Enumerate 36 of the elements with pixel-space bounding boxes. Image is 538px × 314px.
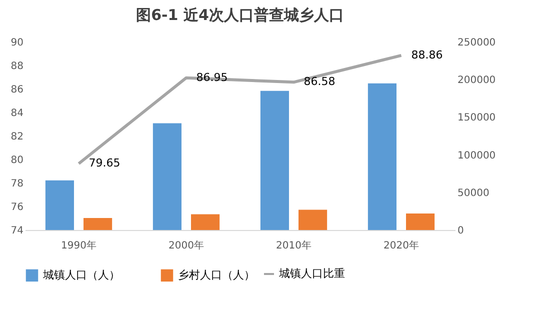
y2-tick-label: 250000 bbox=[458, 38, 496, 48]
y-tick-label: 76 bbox=[10, 202, 24, 213]
y-tick-label: 88 bbox=[10, 61, 24, 72]
chart-title: 图6-1 近4次人口普查城乡人口 bbox=[136, 6, 344, 24]
y-tick-label: 90 bbox=[10, 38, 24, 48]
bar bbox=[298, 210, 328, 230]
y2-tick-label: 100000 bbox=[458, 150, 496, 162]
y2-tick-label: 200000 bbox=[458, 75, 496, 86]
data-label: 86.95 bbox=[196, 70, 228, 84]
bar bbox=[152, 123, 182, 230]
y-tick-label: 74 bbox=[10, 226, 24, 236]
bar bbox=[84, 218, 112, 230]
y2-tick-label: 50000 bbox=[458, 188, 490, 199]
y-tick-label: 78 bbox=[10, 178, 24, 190]
bar bbox=[260, 90, 289, 230]
data-label: 88.86 bbox=[411, 48, 443, 62]
x-tick-label: 2000年 bbox=[168, 240, 204, 252]
y-tick-label: 82 bbox=[10, 132, 24, 142]
bar bbox=[191, 214, 220, 230]
legend-label: 城镇人口比重 bbox=[278, 267, 345, 280]
y2-tick-label: 0 bbox=[458, 226, 464, 236]
legend-label: 城镇人口（人） bbox=[42, 268, 120, 282]
y2-tick-label: 150000 bbox=[458, 112, 496, 124]
x-tick-label: 1990年 bbox=[61, 240, 96, 252]
y-tick-label: 80 bbox=[10, 155, 24, 166]
y-tick-label: 86 bbox=[10, 84, 24, 96]
data-label: 79.65 bbox=[88, 156, 120, 170]
legend-label: 乡村人口（人） bbox=[178, 268, 255, 282]
bar bbox=[45, 180, 74, 230]
x-tick-label: 2010年 bbox=[276, 240, 312, 252]
line-series bbox=[77, 54, 403, 166]
x-tick-label: 2020年 bbox=[384, 240, 419, 252]
bar bbox=[406, 213, 435, 230]
bar bbox=[368, 83, 396, 230]
data-label: 86.58 bbox=[304, 75, 336, 88]
y-tick-label: 84 bbox=[10, 108, 24, 119]
